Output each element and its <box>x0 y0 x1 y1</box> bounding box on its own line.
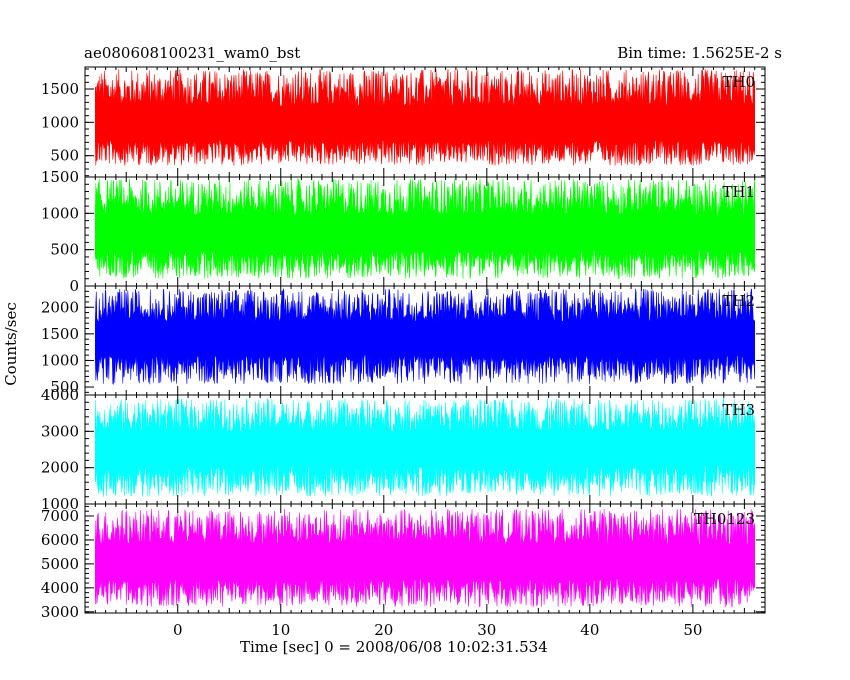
y-tick-label: 3000 <box>41 422 79 440</box>
y-tick-label: 1500 <box>41 80 79 98</box>
y-tick-label: 2000 <box>41 298 79 316</box>
panel-label: TH1 <box>722 183 755 201</box>
series-th0123 <box>95 508 756 608</box>
panel-label: TH3 <box>722 401 755 419</box>
x-tick-label: 0 <box>173 621 183 639</box>
y-tick-label: 1000 <box>41 351 79 369</box>
y-tick-label: 3000 <box>41 603 79 621</box>
y-tick-label: 4000 <box>41 386 79 404</box>
y-tick-label: 4000 <box>41 579 79 597</box>
header-left-title: ae080608100231_wam0_bst <box>84 44 301 62</box>
y-tick-label: 1000 <box>41 113 79 131</box>
x-tick-label: 10 <box>271 621 290 639</box>
series-th3 <box>95 398 756 497</box>
x-tick-label: 40 <box>580 621 599 639</box>
y-tick-label: 5000 <box>41 555 79 573</box>
y-tick-label: 2000 <box>41 459 79 477</box>
x-tick-label: 20 <box>374 621 393 639</box>
y-tick-label: 1000 <box>41 495 79 513</box>
y-tick-label: 1500 <box>41 325 79 343</box>
header-right-bin-time: Bin time: 1.5625E-2 s <box>617 44 782 62</box>
panel-label: TH0 <box>722 73 755 91</box>
y-tick-label: 0 <box>69 277 79 295</box>
x-axis-label: Time [sec] 0 = 2008/06/08 10:02:31.534 <box>240 638 548 656</box>
x-tick-label: 50 <box>683 621 702 639</box>
y-tick-label: 7000 <box>41 507 79 525</box>
x-tick-label: 30 <box>477 621 496 639</box>
y-tick-label: 500 <box>50 378 79 396</box>
y-tick-label: 500 <box>50 147 79 165</box>
y-axis-label: Counts/sec <box>1 302 20 386</box>
panel-label: TH2 <box>722 292 755 310</box>
y-tick-label: 1500 <box>41 168 79 186</box>
panel-label: TH0123 <box>694 510 755 528</box>
y-tick-label: 6000 <box>41 531 79 549</box>
series-th1 <box>95 177 756 279</box>
series-th2 <box>95 288 756 386</box>
y-tick-label: 500 <box>50 241 79 259</box>
series-th0 <box>95 68 756 166</box>
y-tick-label: 1000 <box>41 204 79 222</box>
